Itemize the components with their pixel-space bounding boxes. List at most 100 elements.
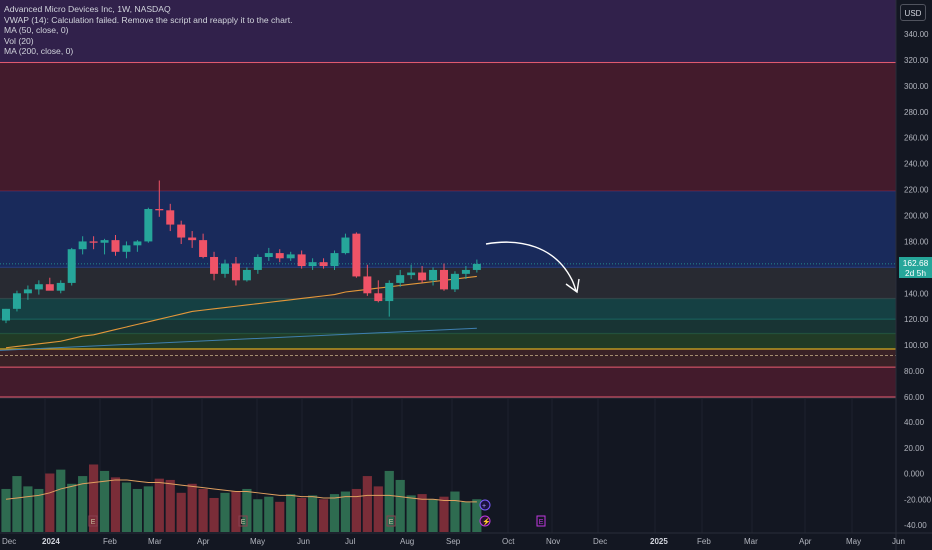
candle-body — [23, 289, 32, 294]
moving-averages — [0, 275, 477, 351]
volume-bar — [264, 496, 274, 532]
earnings-icon — [88, 515, 98, 527]
volume-bar — [318, 499, 329, 532]
candle-body — [2, 308, 10, 321]
candle-body — [472, 263, 481, 270]
volume-bar — [198, 488, 208, 532]
volume-bar — [99, 470, 110, 532]
volume-bar — [395, 479, 405, 532]
time-tick-label: Aug — [400, 537, 414, 546]
price-tick-label: 180.00 — [904, 237, 929, 246]
volume-bar — [110, 477, 121, 532]
earnings-label: E — [539, 519, 544, 526]
symbol-title[interactable]: Advanced Micro Devices Inc, 1W, NASDAQ — [4, 4, 171, 14]
volume-bar — [132, 488, 142, 532]
volume-bar — [286, 494, 296, 532]
volume-bar — [297, 497, 307, 532]
volume-bar — [154, 478, 164, 532]
volume-bar — [275, 501, 285, 532]
volume-bar — [417, 494, 427, 532]
volume-bar — [329, 494, 340, 532]
volume-bar — [340, 491, 351, 532]
volume-bar — [428, 499, 438, 532]
candle-body — [308, 262, 317, 267]
price-tick-label: 260.00 — [904, 134, 929, 143]
volume-bar — [308, 495, 318, 532]
candle-body — [155, 209, 164, 211]
chart-legend: Advanced Micro Devices Inc, 1W, NASDAQ V… — [4, 4, 293, 57]
candle-body — [45, 284, 54, 291]
candle-body — [286, 254, 295, 259]
time-tick-label: Feb — [103, 537, 117, 546]
volume-tick-label: 0.000 — [904, 470, 925, 479]
time-axis[interactable]: Dec 2024 Feb Mar Apr May Jun Jul Aug Sep Oct Nov Dec… — [2, 537, 905, 546]
candle-body — [56, 282, 65, 291]
volume-bar — [253, 499, 263, 532]
volume-bar — [12, 476, 22, 532]
candle-body — [231, 263, 240, 281]
price-tick-label: 140.00 — [904, 289, 929, 298]
time-tick-label: Feb — [697, 537, 711, 546]
time-tick-label: Jun — [297, 537, 310, 546]
candle-body — [341, 237, 350, 254]
candle-body — [253, 256, 262, 270]
candle-body — [275, 253, 284, 259]
arrow-head — [565, 278, 580, 294]
volume-bar — [461, 501, 471, 532]
candle-body — [385, 282, 394, 302]
price-axis[interactable]: 340.00 320.00 300.00 280.00 260.00 240.00 220.… — [904, 30, 929, 402]
volume-bar — [406, 495, 416, 532]
volume-ma-line — [5, 479, 477, 503]
candle-body — [330, 253, 339, 267]
candle-body — [297, 254, 306, 267]
candle-body — [363, 276, 372, 294]
volume-bar — [373, 486, 383, 532]
volume-tick-label: -40.00 — [904, 521, 927, 530]
drawn-arrow-icon[interactable] — [485, 241, 577, 292]
price-tick-label: 300.00 — [904, 82, 929, 91]
volume-bar — [450, 491, 460, 532]
candle-body — [418, 272, 427, 281]
time-tick-label: May — [250, 537, 265, 546]
candle-body — [166, 210, 175, 225]
time-tick-label: Sep — [446, 537, 461, 546]
price-zone — [0, 333, 896, 350]
currency-button[interactable]: USD — [900, 4, 926, 21]
candle-body — [429, 269, 438, 281]
time-tick-label: Mar — [744, 537, 758, 546]
volume-indicator-label[interactable]: Vol (20) — [4, 35, 34, 46]
candle-body — [100, 240, 109, 243]
ma50-indicator-label[interactable]: MA (50, close, 0) — [4, 25, 69, 35]
volume-bar — [220, 492, 230, 532]
volume-axis[interactable]: 40.00 20.00 0.000 -20.000 -40.00 — [904, 418, 932, 530]
volume-bar — [78, 476, 88, 532]
candle-body — [67, 249, 76, 283]
earnings-label: E — [241, 519, 246, 526]
candle-body — [407, 272, 416, 276]
dividend-icon — [479, 499, 491, 511]
candle-body — [352, 233, 361, 277]
candle-body — [450, 273, 459, 290]
split-icon — [479, 515, 491, 527]
ma200-indicator-label[interactable]: MA (200, close, 0) — [4, 46, 74, 56]
candle-body — [34, 284, 43, 290]
volume-bar — [439, 496, 449, 532]
vwap-indicator-label[interactable]: VWAP (14): Calculation failed. Remove th… — [4, 14, 293, 25]
candle-body — [188, 237, 197, 241]
volume-bar — [121, 482, 132, 532]
price-tick-label: 200.00 — [904, 212, 929, 221]
candle-body — [264, 253, 273, 257]
volume-tick-label: 20.00 — [904, 444, 925, 453]
time-tick-label: Apr — [799, 537, 812, 546]
candle-body — [144, 209, 153, 242]
time-tick-label: Nov — [546, 537, 560, 546]
volume-bar — [209, 497, 219, 532]
time-tick-label: 2025 — [650, 537, 668, 546]
candle-body — [374, 293, 383, 302]
time-tick-label: Mar — [148, 537, 162, 546]
time-tick-label: Oct — [502, 537, 515, 546]
candle-body — [111, 240, 120, 252]
earnings-label: E — [389, 519, 394, 526]
volume-bar — [362, 476, 372, 532]
